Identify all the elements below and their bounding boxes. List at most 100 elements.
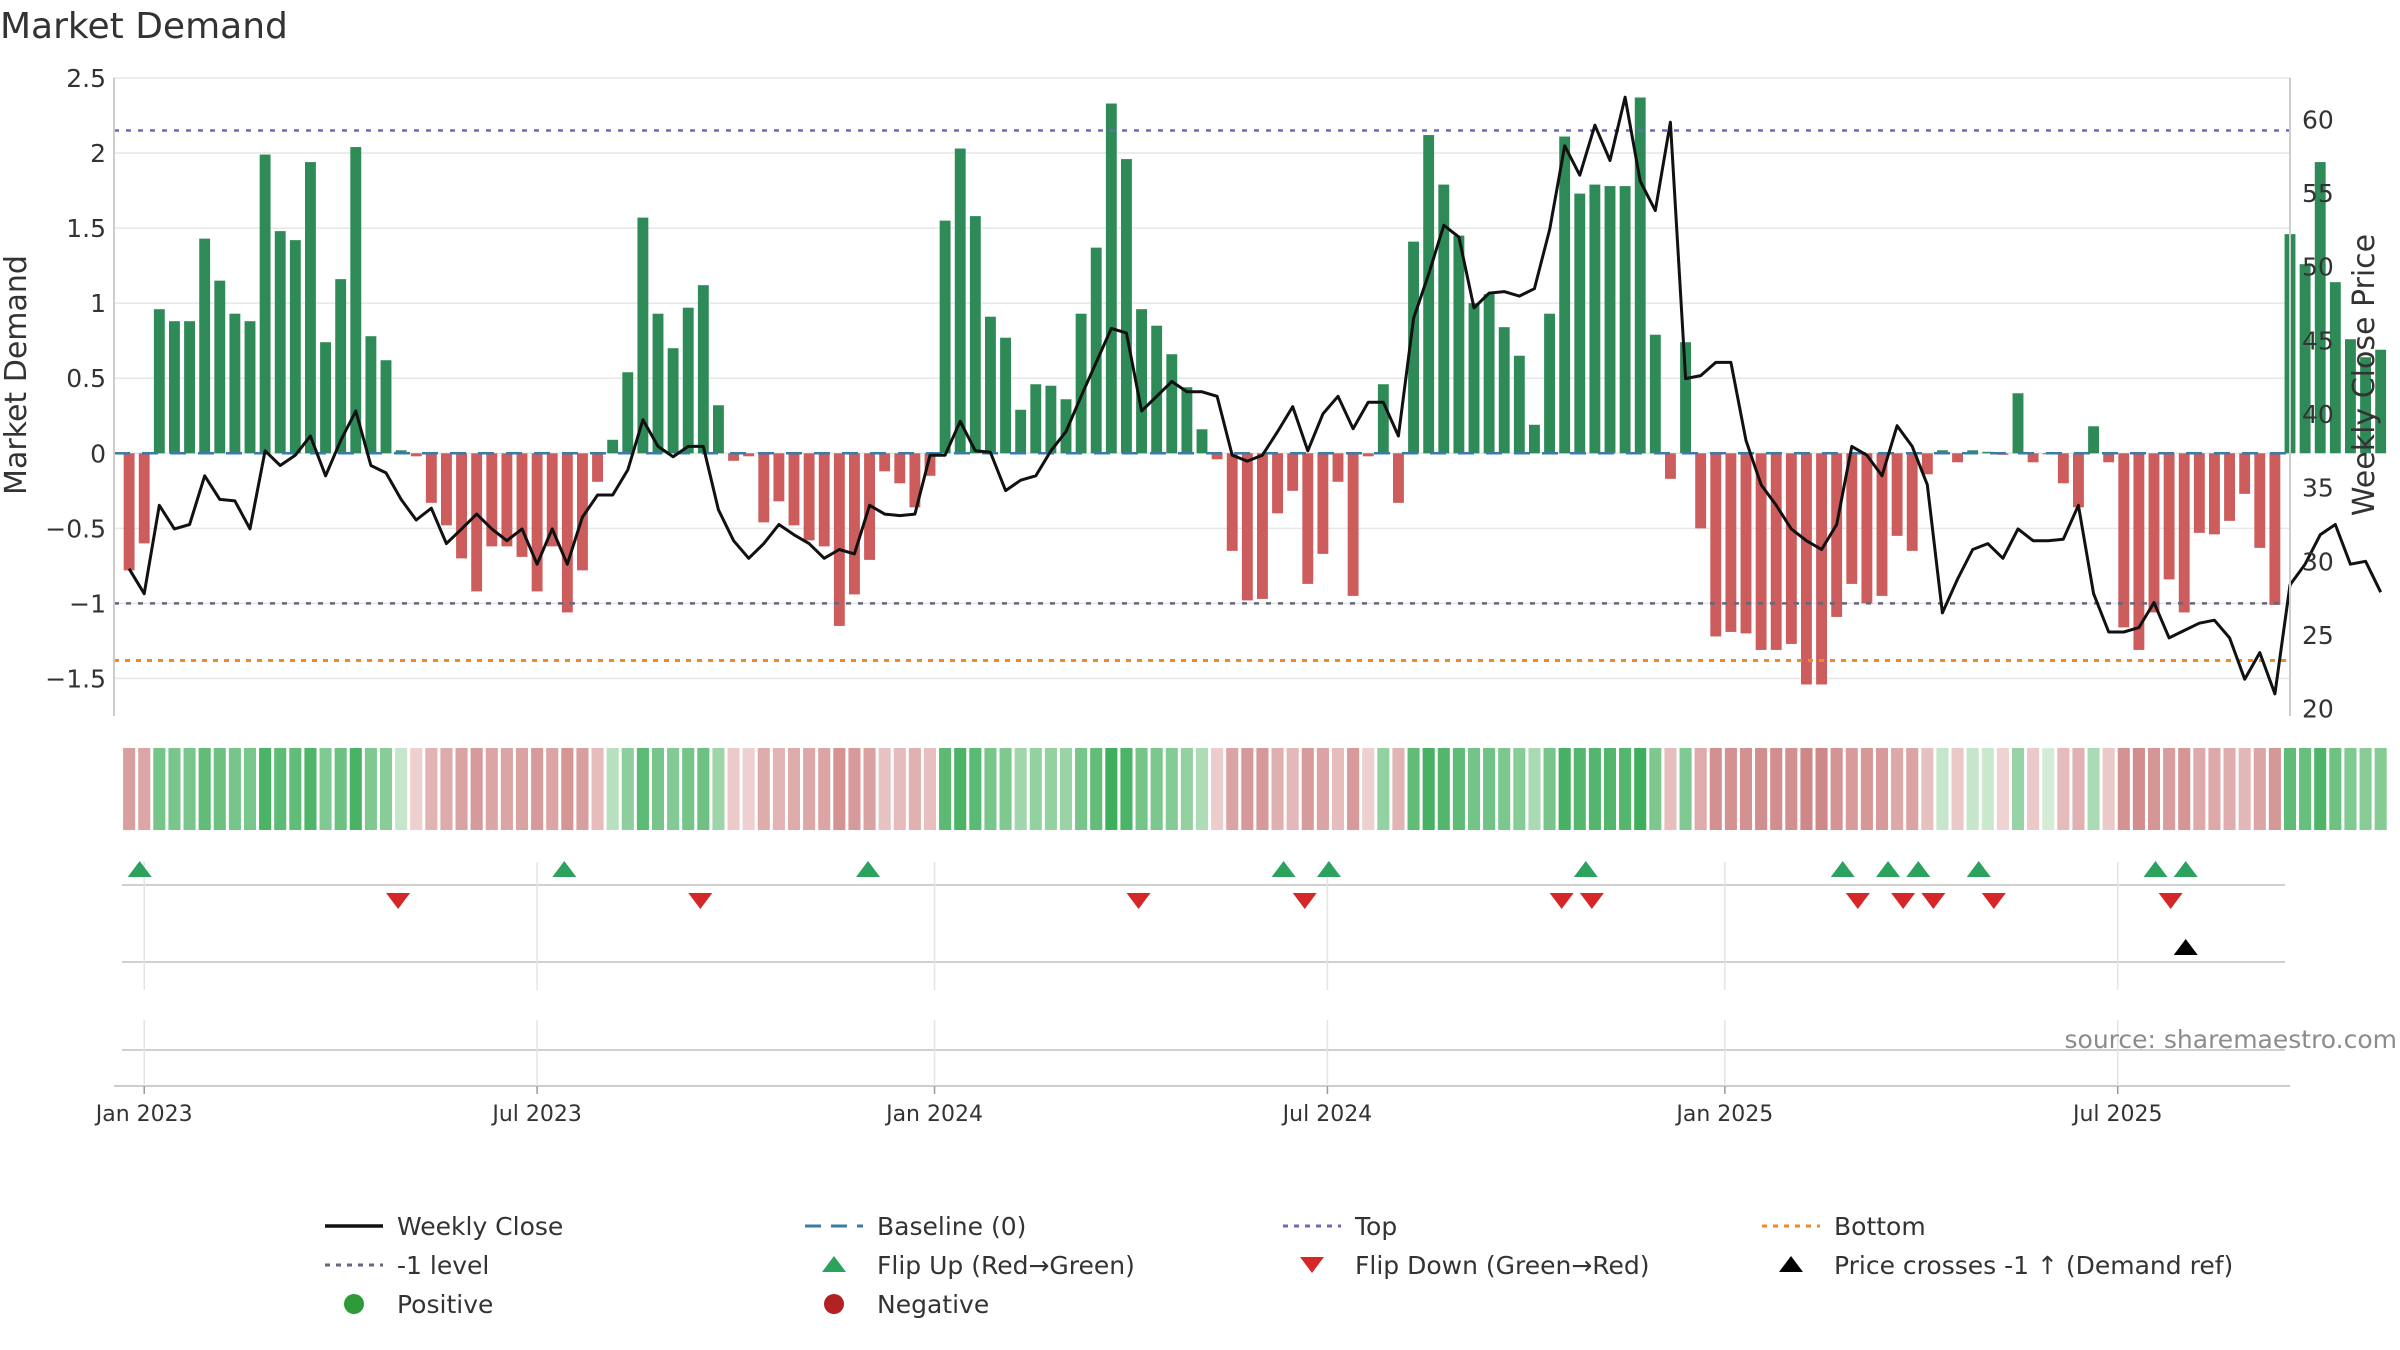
- demand-bar-positive: [214, 280, 226, 454]
- heat-strip-cell: [757, 748, 770, 830]
- legend-label: Positive: [397, 1290, 493, 1319]
- heat-strip-cell: [1014, 748, 1027, 830]
- demand-bar-negative: [531, 453, 543, 592]
- chart-title: Market Demand: [0, 6, 288, 47]
- flip-down-marker: [1549, 893, 1574, 909]
- heat-strip-cell: [1558, 748, 1571, 830]
- demand-bar-positive: [1937, 450, 1948, 454]
- demand-bar-negative: [410, 453, 422, 457]
- heat-strip-cell: [863, 748, 876, 830]
- demand-bar-positive: [2375, 349, 2387, 454]
- heat-strip-cell: [1543, 748, 1556, 830]
- heat-strip-cell: [908, 748, 921, 830]
- heat-strip-cell: [1649, 748, 1662, 830]
- heat-strip-cell: [1331, 748, 1345, 830]
- demand-bar-positive: [153, 309, 165, 454]
- y2-axis-label: Weekly Close Price: [2347, 234, 2382, 516]
- demand-bar-negative: [1347, 453, 1359, 596]
- demand-bar-negative: [1725, 453, 1737, 632]
- demand-bar-positive: [1982, 451, 1994, 454]
- heat-strip-cell: [1513, 748, 1526, 830]
- demand-bar-positive: [622, 372, 634, 454]
- heat-strip-cell: [1709, 748, 1722, 830]
- demand-bar-negative: [2073, 453, 2084, 508]
- legend-item: Bottom: [1762, 1212, 1926, 1241]
- heat-strip-cell: [304, 748, 317, 830]
- demand-bar-positive: [1680, 342, 1691, 454]
- demand-bar-negative: [1211, 453, 1223, 460]
- demand-bar-negative: [2103, 453, 2115, 463]
- heat-strip-cell: [455, 748, 468, 830]
- heat-strip-cell: [742, 748, 755, 830]
- demand-bar-negative: [1952, 453, 1963, 463]
- y-tick-label: −0.5: [45, 514, 106, 543]
- heat-strip-cell: [183, 748, 196, 830]
- demand-bar-positive: [169, 321, 180, 454]
- demand-bar-negative: [2133, 453, 2145, 650]
- heat-strip-cell: [1966, 748, 1979, 830]
- heat-strip-cell: [1377, 748, 1390, 830]
- heat-strip-cell: [1981, 748, 1994, 830]
- flip-up-marker: [1966, 861, 1991, 877]
- heat-strip-cell: [1392, 748, 1405, 830]
- demand-bar-negative: [1785, 453, 1797, 644]
- right-y-ticks: 60 55 50 45 40 35 30 25 20: [2302, 105, 2334, 723]
- heat-strip-cell: [2163, 748, 2176, 830]
- y-tick-label: −1: [69, 589, 106, 618]
- demand-bar-positive: [1589, 184, 1601, 454]
- heat-strip-cell: [168, 748, 181, 830]
- legend-item: Negative: [824, 1290, 989, 1319]
- demand-bar-negative: [1861, 453, 1873, 604]
- heat-strip-cell: [1573, 748, 1586, 830]
- heat-strip-cell: [1347, 748, 1360, 830]
- heat-strip-cell: [1271, 748, 1284, 830]
- demand-bar-positive: [2299, 264, 2311, 454]
- demand-bar-positive: [2012, 393, 2024, 454]
- demand-bar-positive: [1574, 193, 1586, 454]
- demand-bar-negative: [1921, 453, 1933, 475]
- legend-item: Price crosses -1 ↑ (Demand ref): [1779, 1251, 2233, 1280]
- x-tick-label: Jan 2024: [884, 1102, 983, 1127]
- heat-strip-cell: [954, 748, 967, 830]
- heat-strip-cell: [697, 748, 710, 830]
- legend-item: Weekly Close: [325, 1212, 563, 1241]
- demand-bar-positive: [713, 405, 724, 454]
- demand-bar-negative: [818, 453, 830, 547]
- heat-strip-cell: [2374, 748, 2387, 830]
- demand-bar-negative: [1831, 453, 1843, 617]
- heat-strip-cell: [1996, 748, 2009, 830]
- legend-item: Top: [1283, 1212, 1397, 1241]
- demand-bar-negative: [2239, 453, 2251, 494]
- heat-strip-cell: [1316, 748, 1329, 830]
- demand-bar-positive: [969, 216, 981, 454]
- heat-strip-cell: [1256, 748, 1269, 830]
- heat-strip-cell: [153, 748, 166, 830]
- demand-bar-positive: [954, 148, 966, 454]
- y-tick-label: 2.5: [66, 64, 106, 93]
- demand-bar-positive: [199, 238, 211, 454]
- y2-tick-label: 60: [2302, 105, 2334, 134]
- heat-strip-cell: [1044, 748, 1057, 830]
- heat-strip-cell: [1800, 748, 1813, 830]
- heat-strip-cell: [1120, 748, 1133, 830]
- legend-item: Positive: [344, 1290, 493, 1319]
- heat-strip-cell: [228, 748, 241, 830]
- heat-strip-cell: [878, 748, 891, 830]
- heat-strip-cell: [1679, 748, 1692, 830]
- demand-bar-positive: [380, 360, 392, 454]
- demand-bar-negative: [2027, 453, 2039, 463]
- heat-strip-cell: [1498, 748, 1511, 830]
- demand-bar-positive: [320, 342, 331, 454]
- heat-strip-cell: [2314, 748, 2327, 830]
- heat-strip-cell: [1906, 748, 1919, 830]
- demand-bar-negative: [758, 453, 770, 523]
- heat-strip-cell: [2042, 748, 2055, 830]
- flip-down-marker: [1921, 893, 1946, 909]
- y2-tick-label: 30: [2302, 547, 2334, 576]
- demand-bar-negative: [833, 453, 845, 626]
- heat-strip-cell: [999, 748, 1012, 830]
- heat-strip-cell: [1755, 748, 1768, 830]
- demand-bar-positive: [229, 313, 241, 454]
- demand-bar-negative: [577, 453, 588, 571]
